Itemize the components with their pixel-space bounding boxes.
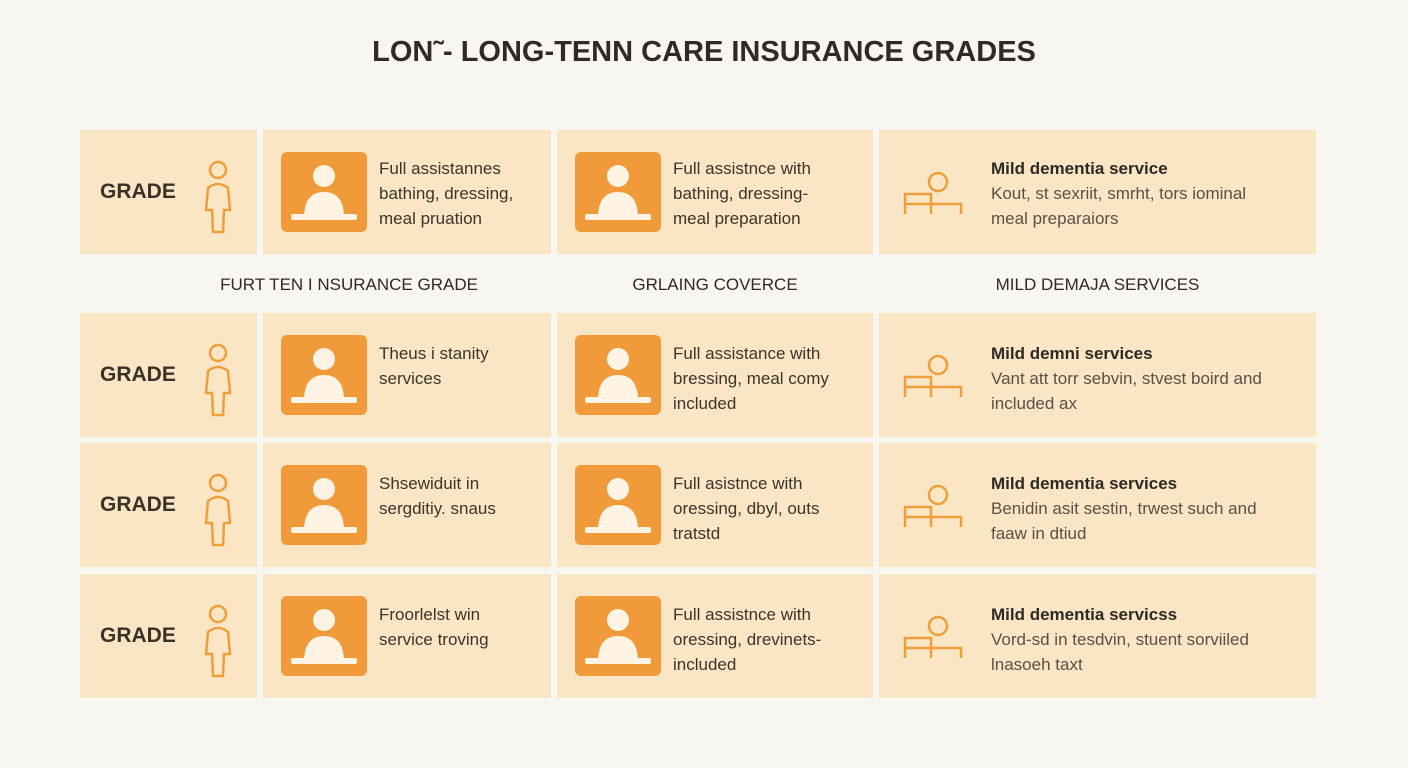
service-cell: Full assistnce with bathing, dressing-mea… [557, 130, 873, 254]
service-cell: Mild dementia service Kout, st sexriit, s… [879, 130, 1316, 254]
service-icon [281, 152, 367, 232]
service-text: Theus i stanity services [379, 341, 489, 391]
service-line: faaw in dtiud [991, 524, 1087, 543]
service-line: sergditiy. snaus [379, 499, 496, 518]
grade-cell: GRADE [80, 313, 257, 437]
service-line: Vant att torr sebvin, stvest boird and [991, 369, 1262, 388]
service-line: Full asistnce with [673, 474, 803, 493]
service-line: included ax [991, 394, 1078, 413]
service-icon [575, 596, 661, 676]
service-cell: Mild demni services Vant att torr sebvin,… [879, 313, 1316, 437]
service-cell: Full asistnce with oressing, dbyl, outs tr… [557, 443, 873, 567]
service-cell: Shsewiduit in sergditiy. snaus [263, 443, 551, 567]
grade-label: GRADE [100, 363, 176, 386]
person-icon [204, 160, 232, 234]
service-icon [281, 465, 367, 545]
service-line: service troving [379, 630, 489, 649]
service-line: Theus i stanity [379, 344, 489, 363]
column-header: GRLAING COVERCE [632, 275, 798, 294]
service-line: oressing, dbyl, outs [673, 499, 820, 518]
service-line: bathing, dressing- [673, 184, 809, 203]
grade-cell: GRADE [80, 574, 257, 698]
service-icon [575, 335, 661, 415]
service-line: tratstd [673, 524, 721, 543]
service-text: Full asistnce with oressing, dbyl, outs tr… [673, 471, 819, 546]
service-cell: Full assistnce with oressing, drevinets-i… [557, 574, 873, 698]
page-title: LON˜- LONG-TENN CARE INSURANCE GRADES [372, 36, 1036, 68]
service-icon [903, 484, 963, 527]
service-text: Full assistannes bathing, dressing, meal p… [379, 156, 513, 231]
service-icon [575, 465, 661, 545]
service-line: lnasoeh taxt [991, 655, 1083, 674]
grade-cell: GRADE [80, 443, 257, 567]
service-line: oressing, drevinets- [673, 630, 822, 649]
service-line: Full assistnce with [673, 159, 811, 178]
service-line: Full assistance with [673, 344, 821, 363]
service-cell: Theus i stanity services [263, 313, 551, 437]
service-line: services [379, 369, 442, 388]
service-line: Shsewiduit in [379, 474, 480, 493]
person-icon [204, 343, 232, 417]
column-header: FURT TEN I NSURANCE GRADE [220, 275, 478, 294]
service-title: Mild dementia services [991, 474, 1178, 493]
service-text: Froorlelst win service troving [379, 602, 489, 652]
service-title: Mild demni services [991, 344, 1153, 363]
grade-cell: GRADE [80, 130, 257, 254]
service-line: meal preparaiors [991, 209, 1119, 228]
service-cell: Froorlelst win service troving [263, 574, 551, 698]
service-text: Full assistnce with bathing, dressing-mea… [673, 156, 811, 231]
service-icon [903, 615, 963, 658]
service-line: Full assistannes [379, 159, 501, 178]
service-cell: Full assistannes bathing, dressing, meal p… [263, 130, 551, 254]
person-icon [204, 473, 232, 547]
service-line: included [673, 655, 737, 674]
service-cell: Mild dementia servicss Vord-sd in tesdvin… [879, 574, 1316, 698]
column-header: MILD DEMAJA SERVICES [995, 275, 1200, 294]
service-text: Shsewiduit in sergditiy. snaus [379, 471, 496, 521]
service-text: Full assistance with bressing, meal comy i… [673, 341, 829, 416]
service-line: bathing, dressing, [379, 184, 514, 203]
service-text: Mild demni services Vant att torr sebvin,… [991, 341, 1262, 416]
service-text: Mild dementia services Benidin asit sesti… [991, 471, 1257, 546]
service-text: Mild dementia service Kout, st sexriit, s… [991, 156, 1246, 231]
service-line: Full assistnce with [673, 605, 811, 624]
service-line: included [673, 394, 737, 413]
grade-label: GRADE [100, 624, 176, 647]
service-line: meal pruation [379, 209, 483, 228]
grade-label: GRADE [100, 180, 176, 203]
service-line: Vord-sd in tesdvin, stuent sorviiled [991, 630, 1249, 649]
service-line: Kout, st sexriit, smrht, tors iominal [991, 184, 1247, 203]
service-line: meal preparation [673, 209, 801, 228]
service-title: Mild dementia service [991, 159, 1168, 178]
service-icon [281, 335, 367, 415]
grade-label: GRADE [100, 493, 176, 516]
service-line: Froorlelst win [379, 605, 481, 624]
service-cell: Mild dementia services Benidin asit sesti… [879, 443, 1316, 567]
service-line: Benidin asit sestin, trwest such and [991, 499, 1257, 518]
service-line: bressing, meal comy [673, 369, 829, 388]
person-icon [204, 604, 232, 678]
service-text: Mild dementia servicss Vord-sd in tesdvin… [991, 602, 1249, 677]
service-icon [903, 354, 963, 397]
service-title: Mild dementia servicss [991, 605, 1178, 624]
service-text: Full assistnce with oressing, drevinets-i… [673, 602, 821, 677]
service-cell: Full assistance with bressing, meal comy i… [557, 313, 873, 437]
service-icon [903, 171, 963, 214]
service-icon [281, 596, 367, 676]
service-icon [575, 152, 661, 232]
